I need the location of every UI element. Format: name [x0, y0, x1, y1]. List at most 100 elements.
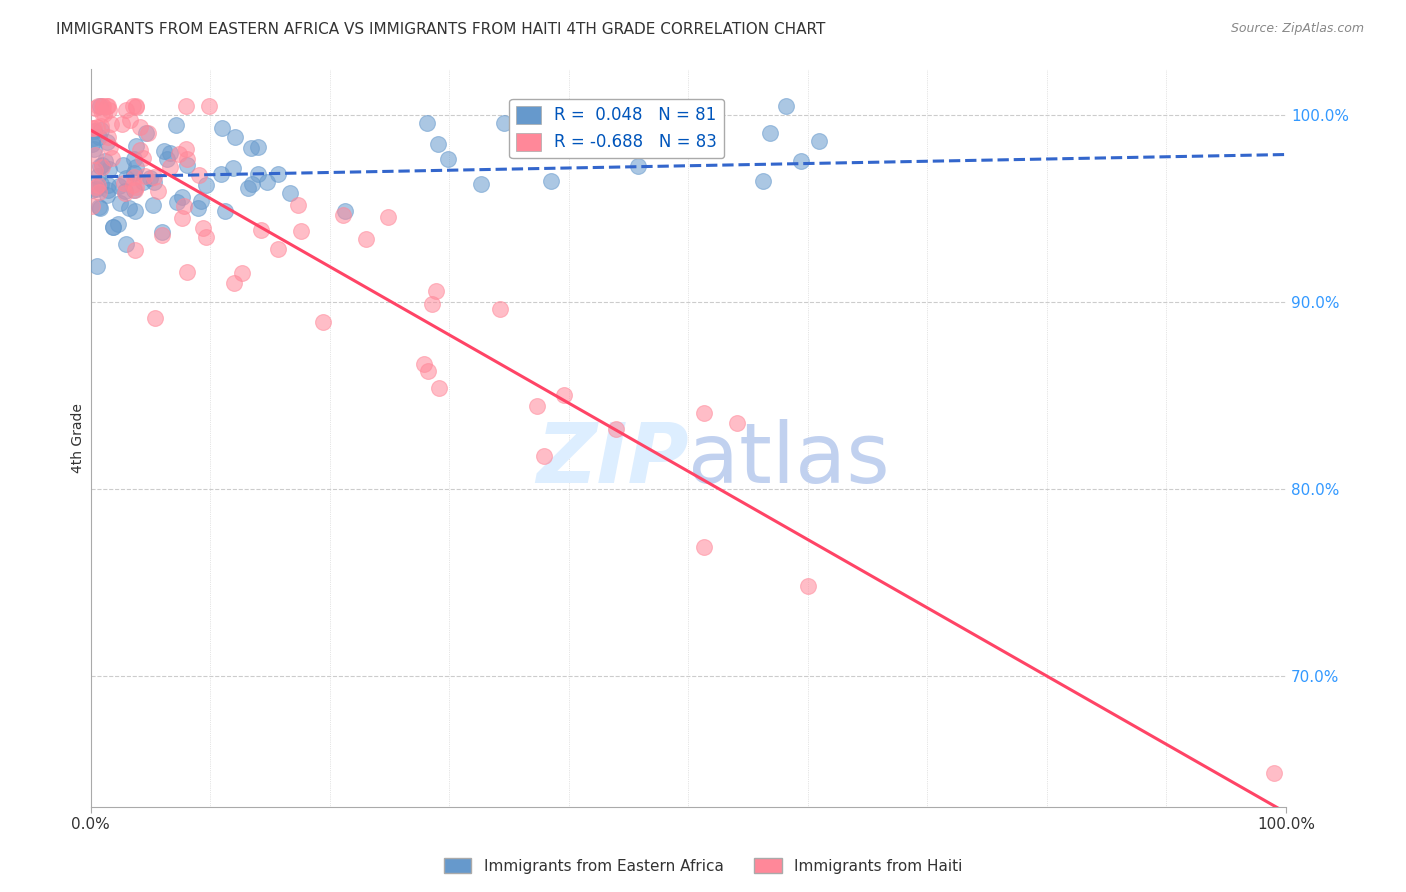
Point — [150, 228, 173, 243]
Point — [627, 160, 650, 174]
Point — [91, 99, 114, 113]
Point — [82, 131, 104, 145]
Point — [96, 135, 118, 149]
Point — [84, 182, 107, 196]
Point — [190, 194, 212, 208]
Point — [111, 117, 134, 131]
Point — [90, 122, 112, 136]
Point — [117, 201, 139, 215]
Point — [124, 204, 146, 219]
Point — [356, 232, 378, 246]
Point — [775, 99, 797, 113]
Point — [89, 159, 111, 173]
Point — [141, 198, 163, 212]
Point — [194, 178, 217, 192]
Point — [250, 223, 273, 237]
Point — [108, 196, 131, 211]
Point — [436, 152, 458, 166]
Point — [107, 217, 129, 231]
Point — [412, 357, 434, 371]
Point — [129, 120, 152, 134]
Point — [124, 243, 146, 257]
Point — [97, 162, 120, 177]
Point — [115, 171, 138, 186]
Point — [138, 171, 160, 186]
Point — [97, 183, 120, 197]
Point — [167, 147, 190, 161]
Point — [173, 198, 195, 212]
Point — [267, 167, 290, 181]
Point — [188, 168, 211, 182]
Point — [1263, 766, 1285, 780]
Point — [132, 175, 155, 189]
Point — [89, 99, 111, 113]
Point — [240, 141, 263, 155]
Point — [429, 380, 451, 394]
Point — [115, 237, 138, 252]
Point — [121, 178, 143, 192]
Text: atlas: atlas — [689, 419, 890, 500]
Point — [526, 399, 548, 413]
Point — [193, 220, 215, 235]
Legend: R =  0.048   N = 81, R = -0.688   N = 83: R = 0.048 N = 81, R = -0.688 N = 83 — [509, 99, 724, 158]
Point — [143, 170, 166, 185]
Point — [278, 186, 301, 200]
Point — [692, 406, 714, 420]
Point — [96, 187, 118, 202]
Point — [86, 259, 108, 273]
Point — [87, 178, 110, 192]
Point — [159, 145, 181, 160]
Point — [287, 198, 309, 212]
Point — [124, 183, 146, 197]
Point — [231, 266, 253, 280]
Point — [150, 225, 173, 239]
Point — [751, 174, 773, 188]
Point — [156, 153, 179, 167]
Point — [267, 242, 290, 256]
Point — [125, 99, 148, 113]
Point — [420, 297, 443, 311]
Point — [83, 121, 105, 136]
Point — [425, 284, 447, 298]
Point — [91, 105, 114, 120]
Point — [98, 139, 121, 153]
Point — [112, 158, 135, 172]
Point — [489, 302, 512, 317]
Point — [174, 142, 197, 156]
Point — [224, 130, 246, 145]
Point — [159, 160, 181, 174]
Point — [124, 166, 146, 180]
Text: ZIP: ZIP — [536, 419, 689, 500]
Point — [247, 140, 270, 154]
Point — [236, 181, 259, 195]
Point — [470, 177, 492, 191]
Point — [132, 151, 155, 165]
Point — [100, 151, 122, 165]
Point — [125, 100, 148, 114]
Point — [87, 169, 110, 184]
Point — [725, 416, 748, 430]
Point — [176, 265, 198, 279]
Point — [80, 199, 103, 213]
Point — [142, 175, 165, 189]
Point — [90, 119, 112, 133]
Point — [533, 449, 555, 463]
Point — [87, 130, 110, 145]
Point — [87, 99, 110, 113]
Point — [91, 158, 114, 172]
Point — [97, 99, 120, 113]
Point — [83, 124, 105, 138]
Point — [540, 173, 562, 187]
Point — [89, 201, 111, 215]
Point — [91, 160, 114, 174]
Point — [312, 315, 335, 329]
Point — [198, 99, 221, 113]
Point — [187, 202, 209, 216]
Point — [211, 120, 233, 135]
Point — [91, 99, 114, 113]
Point — [87, 185, 110, 199]
Point — [83, 142, 105, 156]
Point — [118, 113, 141, 128]
Point — [101, 219, 124, 234]
Point — [112, 176, 135, 190]
